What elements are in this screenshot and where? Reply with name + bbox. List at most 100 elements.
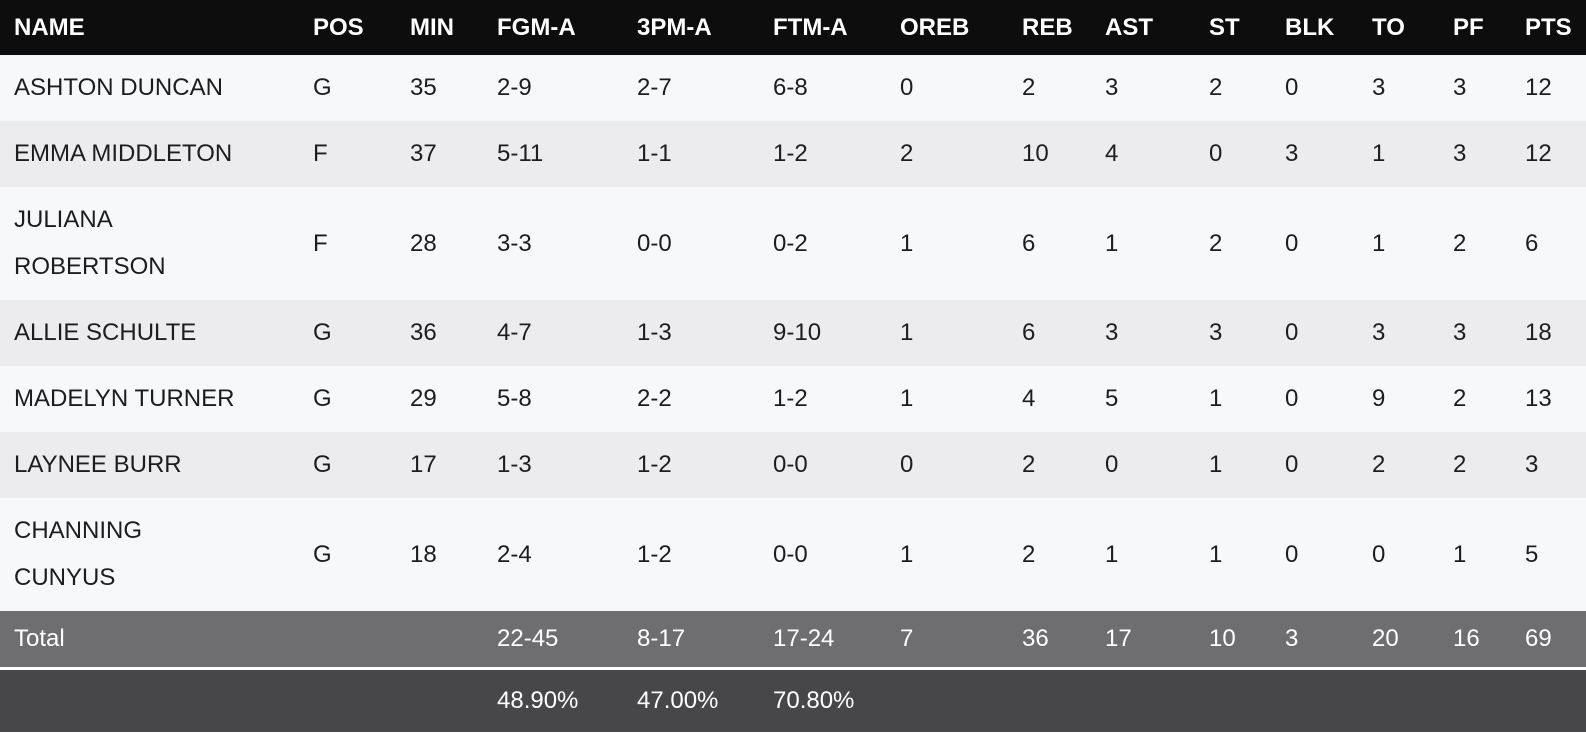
cell-pf: 2 xyxy=(1453,451,1467,478)
total-st: 10 xyxy=(1209,624,1236,652)
total-oreb: 7 xyxy=(900,624,914,652)
cell-to: 1 xyxy=(1372,140,1386,167)
total-blk: 3 xyxy=(1285,624,1299,652)
total-label: Total xyxy=(14,624,65,652)
cell-ast: 3 xyxy=(1105,319,1119,346)
player-name: LAYNEE BURR xyxy=(14,450,182,478)
cell-fgma: 4-7 xyxy=(497,319,532,346)
cell-player-name: LAYNEE BURR xyxy=(0,432,313,498)
cell-blk: 0 xyxy=(1285,451,1299,478)
cell-fgma: 2-4 xyxy=(497,540,532,568)
player-row: ASHTON DUNCAN G 35 2-9 2-7 6-8 0 2 3 2 0… xyxy=(0,55,1586,121)
cell-to: 0 xyxy=(1372,540,1386,568)
player-row: JULIANA ROBERTSON F 28 3-3 0-0 0-2 1 6 1… xyxy=(0,187,1586,300)
column-header-pos: POS xyxy=(313,13,364,41)
column-header-blk: BLK xyxy=(1285,13,1335,41)
cell-pos: G xyxy=(313,540,332,568)
cell-ftma: 9-10 xyxy=(773,319,822,346)
pct-empty xyxy=(1022,666,1105,732)
player-name: JULIANA ROBERTSON xyxy=(14,205,166,280)
cell-ftma: 0-0 xyxy=(773,451,808,478)
cell-to: 3 xyxy=(1372,74,1386,101)
pct-empty xyxy=(1372,666,1453,732)
cell-oreb: 1 xyxy=(900,385,914,412)
cell-pf: 3 xyxy=(1453,319,1467,346)
player-name: ASHTON DUNCAN xyxy=(14,73,223,101)
cell-pts: 3 xyxy=(1525,451,1539,478)
percentages-row: 48.90% 47.00% 70.80% xyxy=(0,666,1586,732)
cell-fgma: 1-3 xyxy=(497,451,532,478)
fg-percentage: 48.90% xyxy=(497,666,637,732)
cell-reb: 2 xyxy=(1022,540,1036,568)
cell-pf: 3 xyxy=(1453,140,1467,167)
total-row: Total 22-45 8-17 17-24 7 36 17 10 3 20 1… xyxy=(0,611,1586,668)
cell-reb: 2 xyxy=(1022,74,1036,101)
cell-pos: G xyxy=(313,451,332,478)
cell-3pma: 0-0 xyxy=(637,229,672,257)
cell-oreb: 1 xyxy=(900,229,914,257)
cell-fgma: 3-3 xyxy=(497,229,532,257)
cell-blk: 0 xyxy=(1285,319,1299,346)
cell-player-name: EMMA MIDDLETON xyxy=(0,121,313,187)
cell-pf: 2 xyxy=(1453,229,1467,257)
cell-pts: 6 xyxy=(1525,229,1539,257)
pct-empty xyxy=(1285,666,1372,732)
cell-to: 9 xyxy=(1372,385,1386,412)
cell-min: 37 xyxy=(410,140,437,167)
pct-empty xyxy=(1209,666,1285,732)
cell-3pma: 1-1 xyxy=(637,140,672,167)
player-name: MADELYN TURNER xyxy=(14,384,235,412)
cell-ftma: 0-0 xyxy=(773,540,808,568)
cell-oreb: 1 xyxy=(900,319,914,346)
cell-blk: 0 xyxy=(1285,540,1299,568)
cell-pos: G xyxy=(313,319,332,346)
column-header-name: NAME xyxy=(14,13,85,41)
pct-empty xyxy=(1105,666,1209,732)
cell-player-name: ALLIE SCHULTE xyxy=(0,300,313,366)
cell-ftma: 1-2 xyxy=(773,385,808,412)
player-name: EMMA MIDDLETON xyxy=(14,139,233,167)
cell-ftma: 6-8 xyxy=(773,74,808,101)
cell-ast: 4 xyxy=(1105,140,1119,167)
cell-pts: 5 xyxy=(1525,540,1539,568)
cell-ast: 5 xyxy=(1105,385,1119,412)
player-row: LAYNEE BURR G 17 1-3 1-2 0-0 0 2 0 1 0 2… xyxy=(0,432,1586,498)
cell-pf: 3 xyxy=(1453,74,1467,101)
cell-pts: 12 xyxy=(1525,140,1552,167)
column-header-st: ST xyxy=(1209,13,1240,41)
cell-3pma: 1-2 xyxy=(637,451,672,478)
cell-3pma: 2-7 xyxy=(637,74,672,101)
player-row: CHANNING CUNYUS G 18 2-4 1-2 0-0 1 2 1 1… xyxy=(0,498,1586,611)
cell-st: 0 xyxy=(1209,140,1223,167)
cell-to: 3 xyxy=(1372,319,1386,346)
cell-min: 18 xyxy=(410,540,437,568)
cell-player-name: JULIANA ROBERTSON xyxy=(0,187,313,300)
ft-percentage: 70.80% xyxy=(773,666,900,732)
cell-ftma: 1-2 xyxy=(773,140,808,167)
column-header-oreb: OREB xyxy=(900,13,970,41)
cell-pos: F xyxy=(313,140,328,167)
pct-empty xyxy=(0,666,313,732)
cell-min: 17 xyxy=(410,451,437,478)
total-fgma: 22-45 xyxy=(497,624,559,652)
total-ast: 17 xyxy=(1105,624,1132,652)
pct-empty xyxy=(313,666,410,732)
total-3pma: 8-17 xyxy=(637,624,686,652)
total-reb: 36 xyxy=(1022,624,1049,652)
cell-st: 1 xyxy=(1209,451,1223,478)
cell-fgma: 2-9 xyxy=(497,74,532,101)
cell-pos: F xyxy=(313,229,328,257)
cell-oreb: 0 xyxy=(900,74,914,101)
cell-blk: 0 xyxy=(1285,74,1299,101)
column-header-ftma: FTM-A xyxy=(773,13,848,41)
total-ftma: 17-24 xyxy=(773,624,835,652)
total-pts: 69 xyxy=(1525,624,1552,652)
cell-to: 1 xyxy=(1372,229,1386,257)
cell-reb: 10 xyxy=(1022,140,1049,167)
pct-empty xyxy=(1525,666,1586,732)
cell-3pma: 1-2 xyxy=(637,540,672,568)
cell-reb: 4 xyxy=(1022,385,1036,412)
cell-min: 35 xyxy=(410,74,437,101)
